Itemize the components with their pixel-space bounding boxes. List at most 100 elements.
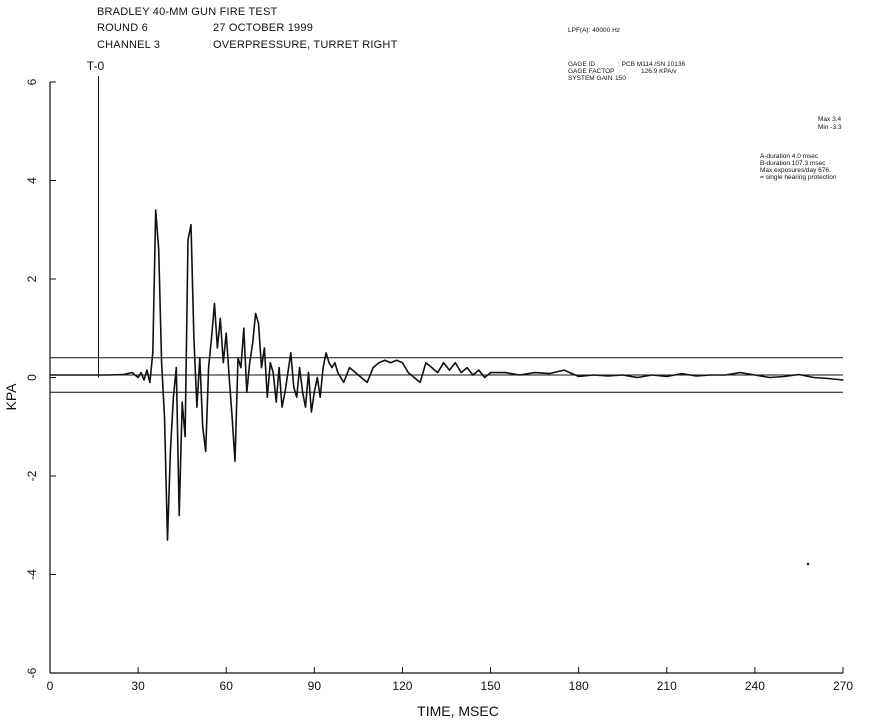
data-point	[152, 352, 154, 354]
data-point	[319, 396, 321, 398]
y-tick-label: -2	[25, 470, 39, 481]
data-point	[93, 374, 95, 376]
data-point	[739, 371, 741, 374]
data-point	[181, 401, 183, 403]
data-point	[472, 374, 474, 376]
max-value: Max 3.4	[818, 116, 842, 123]
data-point	[146, 369, 148, 371]
data-point	[257, 322, 260, 324]
stray-dot	[806, 562, 810, 566]
data-point	[360, 376, 362, 379]
data-point	[636, 376, 639, 379]
series-group	[49, 209, 844, 541]
x-tick-label: 180	[569, 679, 589, 693]
data-point	[724, 374, 727, 376]
data-point	[108, 374, 110, 376]
data-point	[378, 362, 380, 364]
y-tick-label: 0	[25, 374, 39, 381]
data-point	[754, 374, 756, 376]
data-point	[172, 396, 174, 398]
data-point	[798, 373, 800, 376]
data-point	[287, 371, 289, 374]
a-duration: A-duration 4.0 msec	[760, 153, 819, 160]
data-point	[254, 312, 257, 315]
data-point	[49, 374, 51, 376]
y-tick-label: 2	[25, 275, 39, 282]
x-tick-label: 270	[833, 679, 853, 693]
data-point	[175, 367, 177, 369]
data-point	[328, 362, 330, 364]
test-date: 27 OCTOBER 1999	[213, 22, 314, 34]
min-value: Min -3.3	[818, 124, 842, 131]
x-tick-label: 150	[481, 679, 501, 693]
data-point	[131, 371, 133, 374]
data-point	[216, 347, 219, 349]
system-gain-label: SYSTEM GAIN	[568, 75, 613, 82]
x-tick-label: 60	[220, 679, 234, 693]
data-point	[442, 362, 445, 364]
data-point	[519, 374, 521, 376]
data-point	[269, 362, 271, 364]
data-point	[827, 377, 829, 380]
data-point	[325, 352, 327, 354]
data-point	[578, 375, 580, 378]
y-axis-label: KPA	[3, 383, 19, 411]
data-point	[299, 367, 301, 369]
y-tick-label: -4	[25, 569, 39, 580]
data-point	[651, 374, 653, 376]
data-point	[155, 209, 157, 211]
data-point	[252, 342, 254, 344]
data-point	[231, 416, 233, 418]
gage-id-value: : PCB M114 /SN 10136	[618, 61, 686, 68]
b-duration: B-duration 107.3 msec	[760, 160, 826, 167]
data-point	[384, 359, 386, 361]
data-point	[193, 337, 195, 339]
x-axis-label: TIME, MSEC	[417, 703, 499, 719]
data-point	[316, 376, 318, 379]
data-point	[466, 367, 468, 369]
gage-factor-label: GAGE FACTOP	[568, 68, 615, 75]
data-point	[484, 376, 486, 379]
data-point	[343, 381, 345, 384]
data-point	[163, 416, 166, 418]
data-point	[202, 426, 204, 428]
data-point	[337, 371, 339, 374]
data-point	[122, 373, 125, 376]
data-point	[622, 374, 624, 376]
gage-factor-value: 126.9 KPA/v	[641, 68, 677, 75]
channel-label: CHANNEL 3	[97, 39, 161, 51]
data-point	[354, 371, 357, 374]
data-point	[395, 359, 398, 361]
data-point	[140, 371, 142, 374]
data-point	[293, 386, 295, 388]
data-point	[592, 374, 594, 376]
data-point	[260, 367, 263, 369]
protection-note: = single hearing protection	[760, 174, 837, 181]
max-exposures: Max exposures/day 676.	[760, 167, 831, 174]
data-point	[548, 372, 550, 375]
data-point	[240, 367, 242, 369]
data-point	[448, 369, 451, 371]
x-tick-label: 210	[657, 679, 677, 693]
data-point	[348, 367, 351, 369]
data-point	[666, 375, 668, 378]
data-point	[431, 367, 433, 369]
channel-description: OVERPRESSURE, TURRET RIGHT	[213, 39, 398, 51]
y-tick-label: 6	[25, 78, 39, 85]
data-point	[243, 327, 245, 329]
data-point	[190, 224, 192, 226]
data-point	[199, 357, 201, 359]
t-zero-marker: T-0	[87, 59, 104, 378]
data-point	[184, 436, 186, 438]
data-point	[213, 303, 216, 305]
data-point	[272, 371, 274, 374]
data-point	[249, 362, 251, 364]
x-tick-label: 90	[308, 679, 322, 693]
data-point	[425, 362, 427, 364]
data-point	[149, 381, 151, 384]
data-point	[310, 411, 312, 413]
chart-axes	[49, 81, 844, 674]
data-point	[563, 369, 565, 371]
data-point	[813, 376, 815, 379]
